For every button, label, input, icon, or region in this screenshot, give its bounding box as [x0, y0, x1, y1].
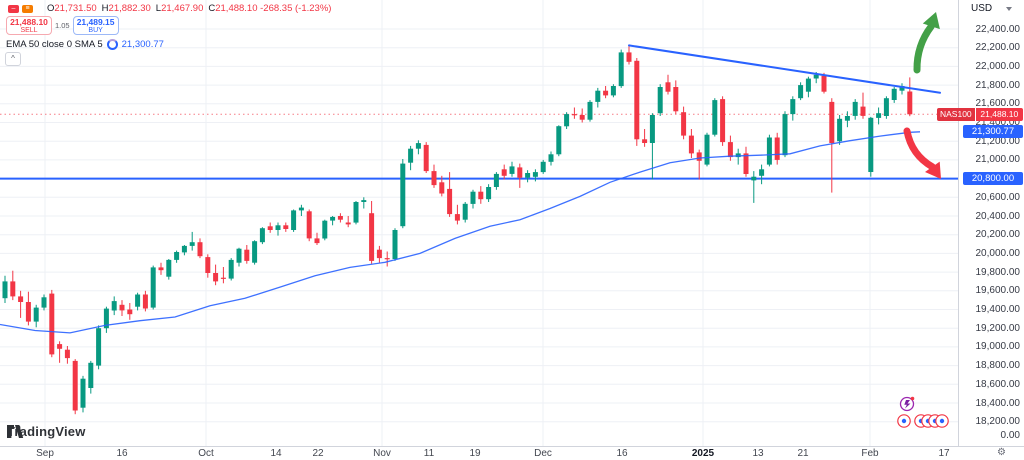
price-tick: 20,200.00 [975, 229, 1021, 241]
candles [2, 44, 913, 415]
caret-down-icon [1006, 6, 1013, 11]
indicator-row[interactable]: EMA 50 close 0 SMA 5 21,300.77 [6, 39, 164, 50]
price-tick: 22,400.00 [975, 23, 1021, 35]
buy-price: 21,489.15 [76, 17, 115, 27]
time-axis[interactable]: Sep 16 Oct 14 22 Nov 11 19 Dec 16 2025 13 21 Feb 17 ⚙ [0, 446, 1024, 460]
open-value: 21,731.50 [54, 3, 97, 14]
chart-svg[interactable] [0, 0, 958, 446]
gear-icon[interactable]: ⚙ [997, 447, 1006, 458]
indicator-name: EMA 50 close 0 SMA 5 [6, 39, 103, 50]
price-tick: 19,600.00 [975, 285, 1021, 297]
tradingview-logo-icon [7, 425, 24, 438]
price-tick: 19,000.00 [975, 341, 1021, 353]
price-tick: 19,200.00 [975, 322, 1021, 334]
sell-button[interactable]: 21,488.10 SELL [6, 16, 52, 35]
ema-line[interactable] [0, 131, 921, 334]
price-tick: 21,800.00 [975, 79, 1021, 91]
price-tick: 18,800.00 [975, 360, 1021, 372]
time-tick: 17 [938, 448, 950, 459]
time-tick: 2025 [691, 448, 715, 459]
spread-value: 1.05 [55, 21, 70, 30]
ema-value-badge: 21,300.77 [963, 125, 1023, 139]
ohlc-row: – ≡ O21,731.50 H21,882.30 L21,467.90 C21,48… [8, 3, 331, 14]
time-tick: Nov [373, 448, 391, 459]
level-badge: 20,800.00 [963, 172, 1023, 186]
price-tick: 19,800.00 [975, 266, 1021, 278]
price-tick: 20,600.00 [975, 191, 1021, 203]
time-tick: 16 [616, 448, 628, 459]
time-tick: 19 [469, 448, 481, 459]
price-tick: 21,000.00 [975, 154, 1021, 166]
price-tick: 21,600.00 [975, 98, 1021, 110]
low-value: 21,467.90 [161, 3, 204, 14]
indicator-value: 21,300.77 [121, 39, 164, 50]
events-bubbles[interactable] [897, 396, 949, 428]
price-tick: 22,200.00 [975, 42, 1021, 54]
trade-buttons: 21,488.10 SELL 1.05 21,489.15 BUY [6, 16, 119, 35]
price-axis[interactable]: USD 22,400.00 22,200.00 22,000.00 21,800.00… [937, 0, 1024, 446]
time-tick: Dec [534, 448, 552, 459]
time-tick: 21 [797, 448, 809, 459]
ohlc-values: O21,731.50 H21,882.30 L21,467.90 C21,488.10… [47, 3, 332, 14]
price-tick: 20,000.00 [975, 247, 1021, 259]
time-tick: 22 [312, 448, 324, 459]
minus-icon[interactable]: – [8, 4, 19, 13]
sell-label: SELL [20, 27, 38, 34]
currency-selector[interactable]: USD [971, 3, 1013, 14]
change-value: -268.35 (-1.23%) [260, 3, 332, 14]
collapse-pane-button[interactable]: ^ [5, 52, 21, 66]
down-arrow-drawing[interactable] [925, 161, 941, 179]
up-arrow-drawing[interactable] [913, 22, 935, 74]
price-tick: 21,200.00 [975, 135, 1021, 147]
time-tick: 13 [752, 448, 764, 459]
time-tick: Sep [36, 448, 54, 459]
price-tick: 21,400.00 [975, 117, 1021, 128]
high-value: 21,882.30 [108, 3, 151, 14]
zero-tick: 0.00 [1000, 430, 1020, 441]
time-tick: Oct [198, 448, 214, 459]
price-tick: 18,600.00 [975, 378, 1021, 390]
time-tick: 16 [116, 448, 128, 459]
last-price-value: 21,488.10 [975, 107, 1023, 121]
up-arrow-drawing[interactable] [922, 12, 940, 30]
price-tick: 18,400.00 [975, 397, 1021, 409]
trendline[interactable] [628, 44, 941, 94]
tradingview-watermark: TradingView [7, 424, 86, 439]
sell-price: 21,488.10 [10, 17, 48, 27]
down-arrow-drawing[interactable] [903, 127, 936, 171]
time-tick: 11 [423, 448, 435, 459]
price-tick: 22,000.00 [975, 60, 1021, 72]
price-tick: 18,200.00 [975, 416, 1021, 428]
watermark-label: TradingView [7, 424, 86, 439]
loading-spinner-icon [106, 39, 118, 50]
buy-button[interactable]: 21,489.15 BUY [72, 16, 119, 35]
menu-icon[interactable]: ≡ [22, 4, 33, 13]
price-tick: 20,400.00 [975, 210, 1021, 222]
time-tick: Feb [861, 448, 879, 459]
price-tick: 19,400.00 [975, 304, 1021, 315]
currency-label: USD [971, 3, 993, 14]
close-value: 21,488.10 [215, 3, 258, 14]
last-price-badge: NAS100 21,488.10 [937, 107, 1023, 121]
lightning-icon [904, 400, 911, 409]
time-tick: 14 [270, 448, 282, 459]
symbol-label: NAS100 [937, 107, 976, 121]
buy-label: BUY [88, 27, 103, 34]
